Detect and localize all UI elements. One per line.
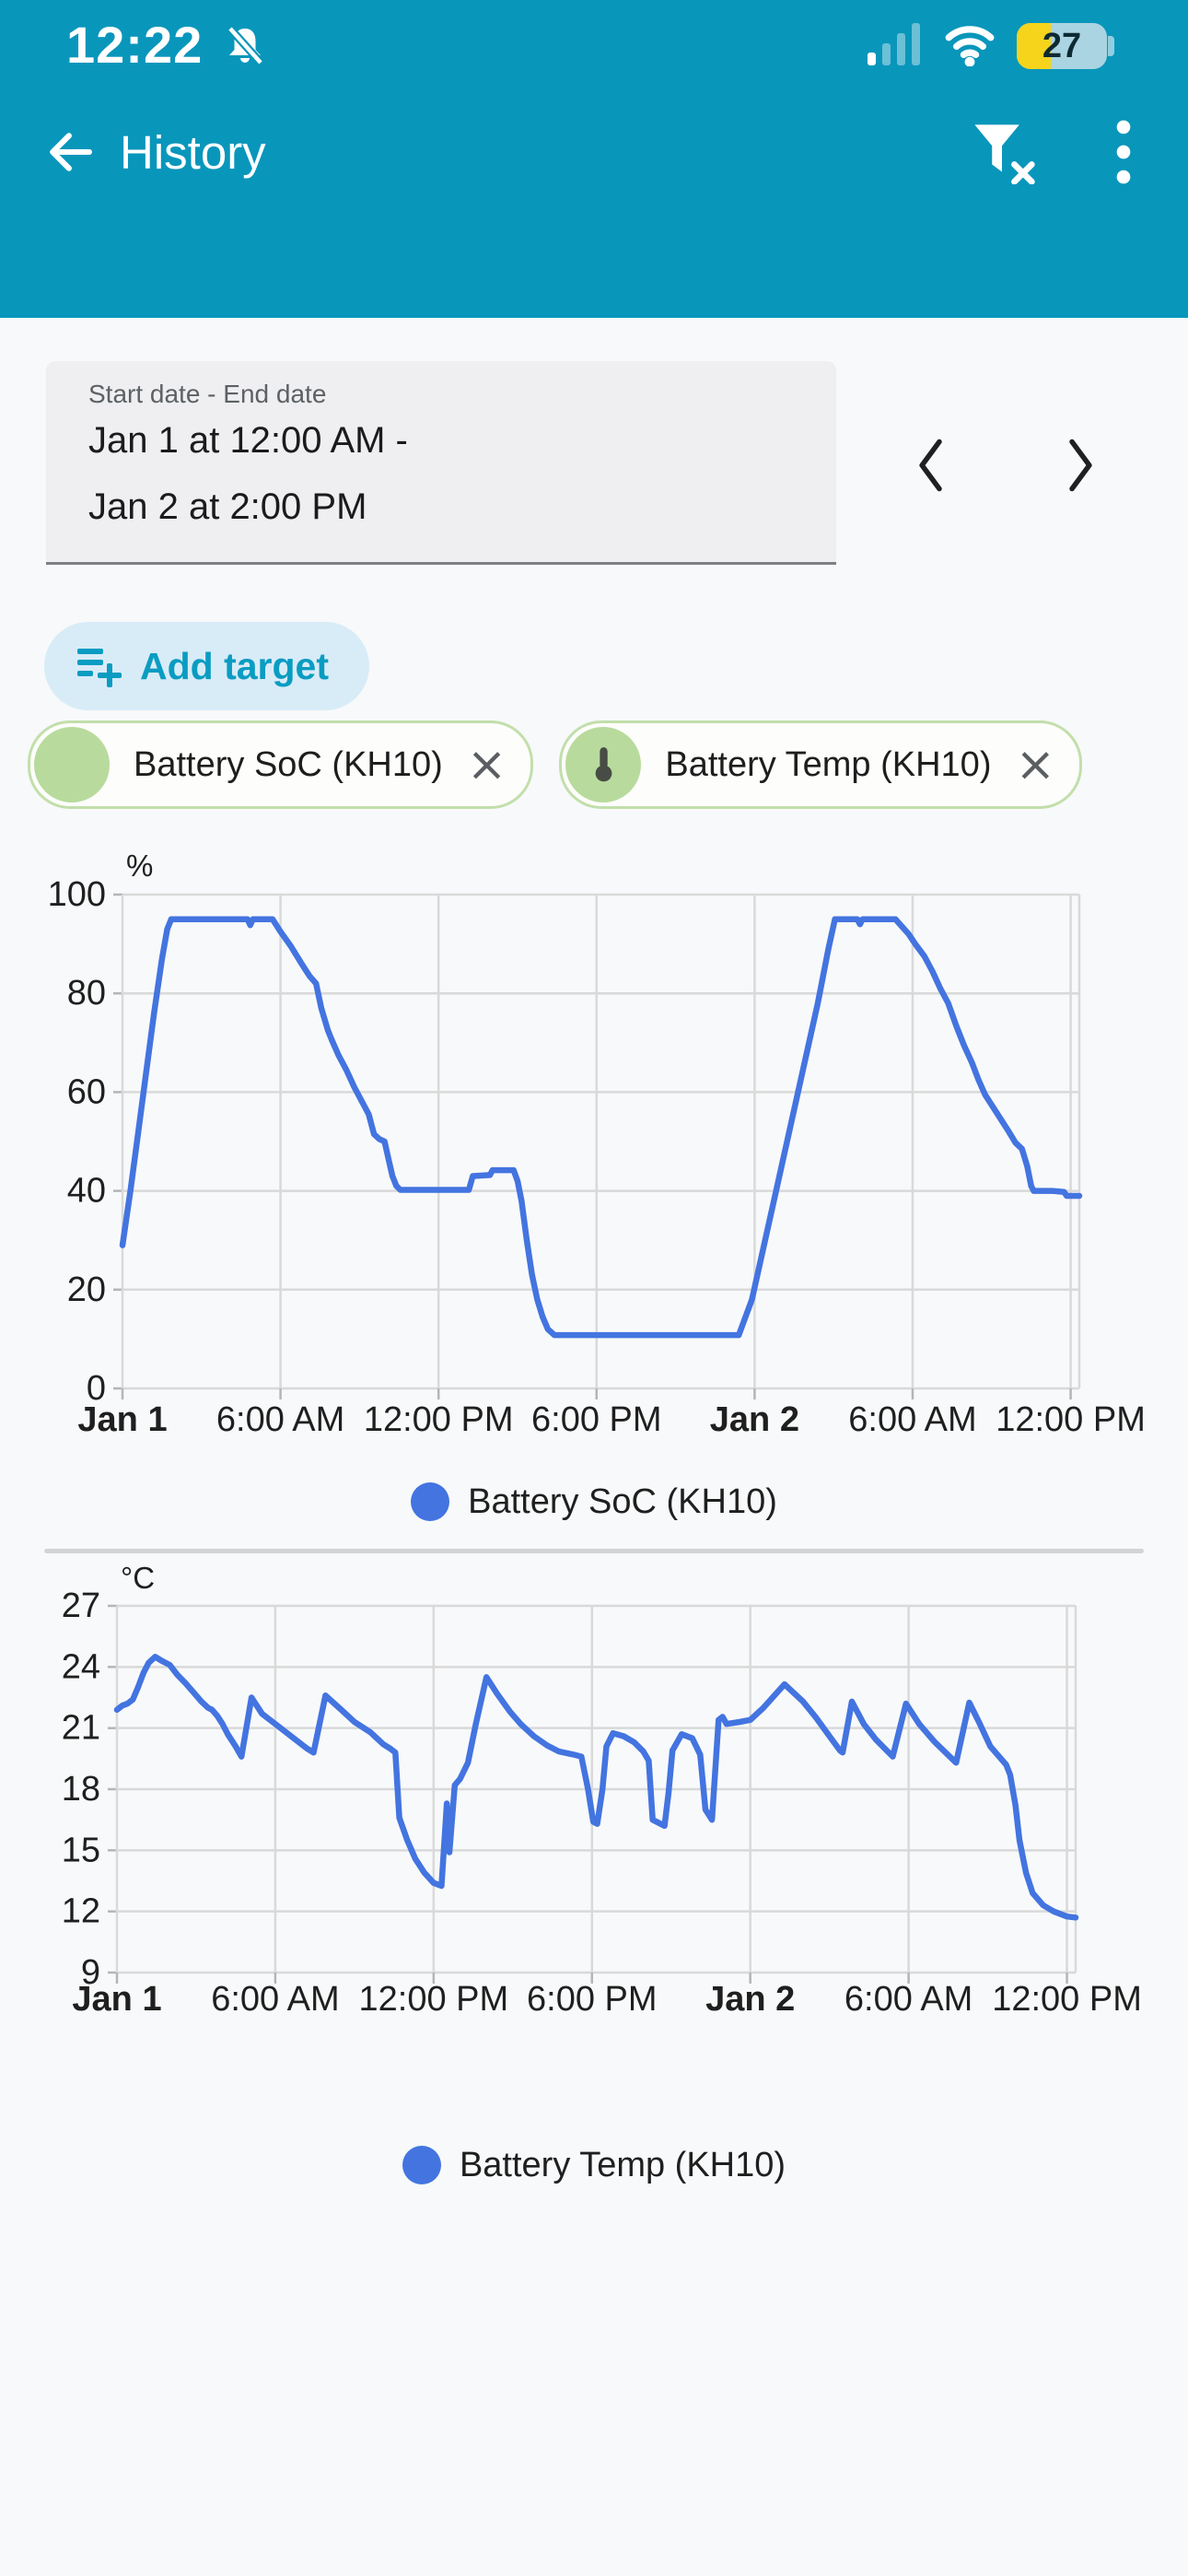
svg-text:6:00 PM: 6:00 PM [531, 1400, 662, 1439]
thermometer-icon [596, 747, 612, 782]
next-range-button[interactable] [1054, 435, 1109, 496]
header-background: 12:22 [0, 0, 1188, 318]
svg-text:12: 12 [62, 1892, 100, 1931]
svg-text:20: 20 [67, 1270, 106, 1309]
overflow-menu-button[interactable] [1096, 115, 1151, 189]
svg-text:6:00 AM: 6:00 AM [211, 1980, 339, 2019]
svg-text:18: 18 [62, 1770, 100, 1809]
svg-text:15: 15 [62, 1831, 100, 1869]
playlist-add-icon [77, 649, 122, 687]
legend-label: Battery Temp (KH10) [459, 2145, 786, 2184]
svg-text:80: 80 [67, 974, 106, 1013]
svg-text:%: % [126, 849, 153, 883]
battery-indicator: 27 [1017, 23, 1114, 69]
date-range-label: Start date - End date [88, 380, 327, 408]
date-range-value-line2: Jan 2 at 2:00 PM [88, 486, 367, 527]
temp-legend: Battery Temp (KH10) [0, 2136, 1188, 2195]
chevron-left-icon [919, 439, 942, 492]
svg-text:6:00 AM: 6:00 AM [844, 1980, 973, 2019]
target-chips-row: Battery SoC (KH10) × Battery Temp (KH10)… [28, 720, 1170, 809]
svg-text:24: 24 [62, 1647, 100, 1686]
chart-divider [44, 1549, 1144, 1553]
status-bar: 12:22 [0, 0, 1188, 92]
date-range-value-line1: Jan 1 at 12:00 AM - [88, 420, 408, 461]
svg-text:°C: °C [121, 1564, 155, 1595]
legend-dot [402, 2146, 441, 2184]
previous-range-button[interactable] [903, 435, 958, 496]
soc-avatar [34, 727, 110, 802]
svg-text:6:00 AM: 6:00 AM [848, 1400, 976, 1439]
remove-chip-button[interactable]: × [1015, 737, 1056, 792]
svg-text:Jan 2: Jan 2 [710, 1400, 799, 1439]
soc-legend: Battery SoC (KH10) [0, 1472, 1188, 1531]
soc-chart[interactable]: 0 20 40 60 80 100 Jan 1 6:00 AM 12:00 PM 6:00 PM J… [0, 834, 1188, 1456]
svg-text:Jan 1: Jan 1 [72, 1980, 161, 2019]
svg-text:40: 40 [67, 1172, 106, 1211]
add-target-button[interactable]: Add target [44, 622, 369, 710]
svg-text:12:00 PM: 12:00 PM [359, 1980, 509, 2019]
chip-battery-soc[interactable]: Battery SoC (KH10) × [28, 720, 534, 809]
app-bar: History [0, 92, 1188, 212]
svg-text:12:00 PM: 12:00 PM [996, 1400, 1146, 1439]
kebab-icon [1116, 120, 1131, 184]
svg-text:60: 60 [67, 1072, 106, 1111]
battery-percent: 27 [1042, 26, 1082, 65]
svg-text:6:00 AM: 6:00 AM [216, 1400, 344, 1439]
back-button[interactable] [37, 119, 103, 185]
chip-label: Battery Temp (KH10) [665, 744, 992, 784]
remove-chip-button[interactable]: × [466, 737, 507, 792]
field-underline [46, 562, 836, 565]
legend-dot [411, 1482, 450, 1521]
arrow-left-icon [50, 133, 93, 171]
svg-text:12:00 PM: 12:00 PM [992, 1980, 1142, 2019]
add-target-label: Add target [140, 644, 329, 687]
temp-avatar [565, 727, 642, 802]
filter-remove-icon [974, 124, 1035, 184]
temp-chart[interactable]: 9 12 15 18 21 24 27 Jan 1 6:00 AM 12:00 PM 6:00 PM… [0, 1564, 1188, 2043]
battery-saver-fill [1017, 23, 1052, 69]
svg-text:Jan 2: Jan 2 [705, 1980, 795, 2019]
svg-text:21: 21 [62, 1709, 100, 1748]
date-range-field[interactable]: Start date - End date Jan 1 at 12:00 AM … [46, 361, 836, 565]
svg-text:100: 100 [48, 875, 106, 914]
svg-text:12:00 PM: 12:00 PM [364, 1400, 514, 1439]
svg-text:9: 9 [81, 1953, 100, 1992]
legend-label: Battery SoC (KH10) [468, 1481, 777, 1521]
svg-text:6:00 PM: 6:00 PM [527, 1980, 658, 2019]
wifi-icon [943, 22, 996, 71]
notifications-off-icon [223, 24, 267, 73]
svg-text:Jan 1: Jan 1 [77, 1400, 167, 1439]
battery-nub [1108, 36, 1114, 56]
chevron-right-icon [1069, 439, 1092, 492]
page-title: History [120, 125, 266, 179]
svg-text:27: 27 [62, 1587, 100, 1625]
signal-icon [866, 21, 923, 72]
clear-filter-button[interactable] [960, 115, 1044, 189]
clock: 12:22 [66, 16, 204, 74]
svg-text:0: 0 [87, 1369, 106, 1408]
chip-label: Battery SoC (KH10) [134, 744, 443, 784]
battery-icon: 27 [1017, 23, 1107, 69]
chip-battery-temp[interactable]: Battery Temp (KH10) × [559, 720, 1083, 809]
